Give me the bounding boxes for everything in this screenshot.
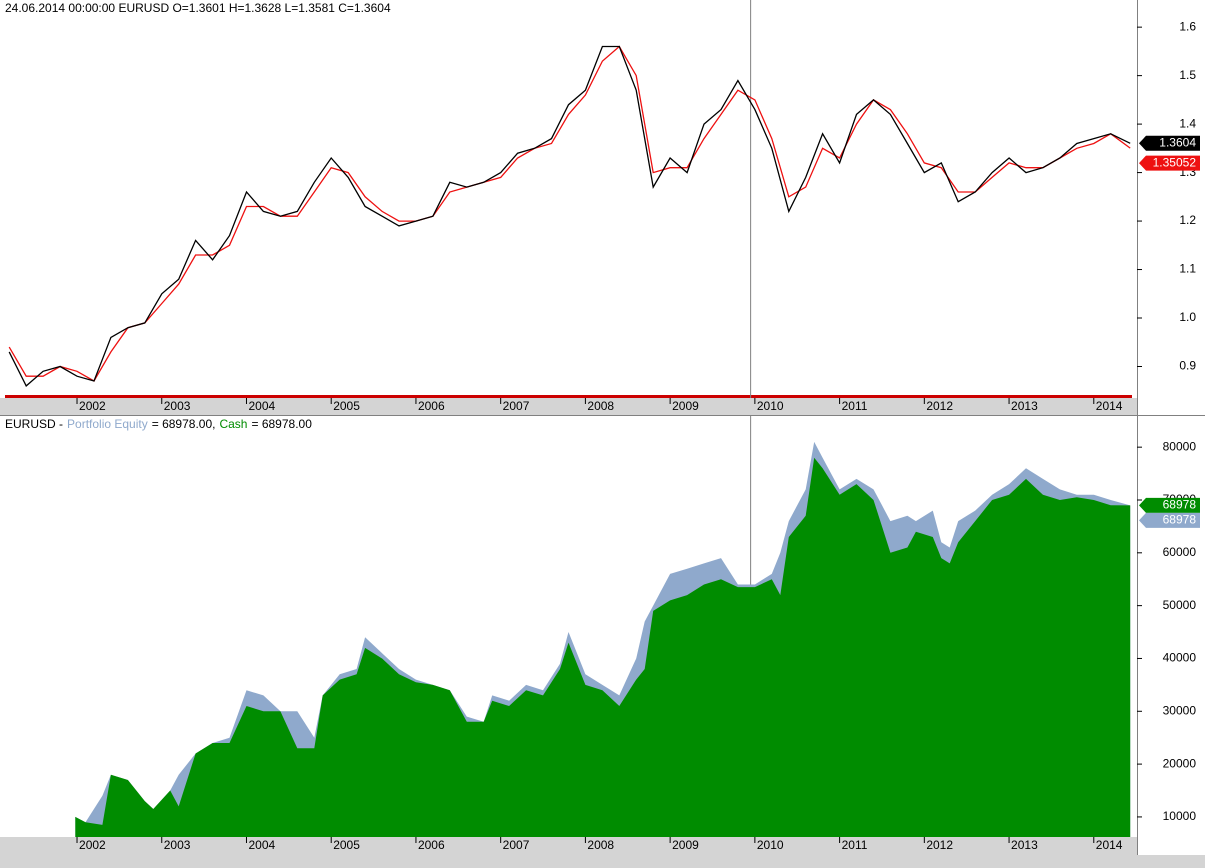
value-marker-label: 1.3604 bbox=[1159, 135, 1196, 149]
x-tick-label: 2010 bbox=[757, 838, 784, 852]
legend-value: = 68978.00, bbox=[152, 417, 216, 431]
value-marker bbox=[1139, 135, 1200, 151]
x-tick-label: 2010 bbox=[757, 399, 784, 413]
x-tick-label: 2005 bbox=[333, 399, 360, 413]
y-tick-label: 30000 bbox=[1163, 703, 1197, 717]
x-tick-label: 2003 bbox=[164, 399, 191, 413]
footer-band bbox=[0, 855, 1205, 868]
value-marker bbox=[1139, 155, 1200, 171]
value-marker-label: 68978 bbox=[1163, 498, 1197, 512]
value-marker-label: 1.35052 bbox=[1153, 155, 1197, 169]
x-tick-label: 2002 bbox=[79, 399, 106, 413]
y-tick-label: 0.9 bbox=[1179, 359, 1196, 373]
x-tick-label: 2007 bbox=[503, 399, 530, 413]
y-tick-label: 80000 bbox=[1163, 439, 1197, 453]
y-tick-label: 60000 bbox=[1163, 545, 1197, 559]
x-axis-band bbox=[0, 398, 1137, 415]
x-tick-label: 2012 bbox=[926, 838, 953, 852]
x-tick-label: 2003 bbox=[164, 838, 191, 852]
value-marker bbox=[1139, 497, 1200, 513]
equity-area bbox=[75, 457, 1131, 837]
y-tick-label: 1.1 bbox=[1179, 262, 1196, 276]
y-tick-label: 50000 bbox=[1163, 598, 1197, 612]
legend-name: Portfolio Equity bbox=[67, 417, 148, 431]
x-tick-label: 2013 bbox=[1011, 399, 1038, 413]
value-marker-label: 68978 bbox=[1163, 513, 1197, 527]
x-tick-label: 2012 bbox=[926, 399, 953, 413]
legend-value: = 68978.00 bbox=[251, 417, 312, 431]
pane-title: EURUSD - Portfolio Equity = 68978.00, Cash =… bbox=[5, 417, 312, 431]
x-tick-label: 2004 bbox=[248, 399, 275, 413]
pane-separator bbox=[5, 395, 1132, 398]
pane-title: 24.06.2014 00:00:00 EURUSD O=1.3601 H=1.… bbox=[5, 1, 391, 15]
y-tick-label: 1.6 bbox=[1179, 19, 1196, 33]
x-tick-label: 2009 bbox=[672, 838, 699, 852]
title-text: EURUSD - bbox=[5, 417, 63, 431]
x-tick-label: 2013 bbox=[1011, 838, 1038, 852]
price-line bbox=[8, 45, 1131, 382]
y-tick-label: 1.4 bbox=[1179, 116, 1196, 130]
x-tick-label: 2009 bbox=[672, 399, 699, 413]
title-text: 24.06.2014 00:00:00 EURUSD O=1.3601 H=1.… bbox=[5, 1, 391, 15]
legend-name: Cash bbox=[219, 417, 247, 431]
y-tick-label: 1.0 bbox=[1179, 310, 1196, 324]
x-tick-label: 2006 bbox=[418, 399, 445, 413]
x-tick-label: 2011 bbox=[842, 399, 868, 413]
x-tick-label: 2007 bbox=[503, 838, 530, 852]
x-tick-label: 2006 bbox=[418, 838, 445, 852]
x-tick-label: 2014 bbox=[1096, 838, 1123, 852]
y-tick-label: 10000 bbox=[1163, 809, 1197, 823]
x-tick-label: 2002 bbox=[79, 838, 106, 852]
y-tick-label: 40000 bbox=[1163, 651, 1197, 665]
value-marker bbox=[1139, 512, 1200, 528]
y-tick-label: 1.2 bbox=[1179, 213, 1196, 227]
y-tick-label: 1.5 bbox=[1179, 68, 1196, 82]
x-tick-label: 2011 bbox=[842, 838, 868, 852]
x-axis-band bbox=[0, 837, 1137, 855]
y-tick-label: 20000 bbox=[1163, 756, 1197, 770]
x-tick-label: 2008 bbox=[587, 399, 614, 413]
x-tick-label: 2008 bbox=[587, 838, 614, 852]
x-tick-label: 2014 bbox=[1096, 399, 1123, 413]
price-line bbox=[8, 45, 1131, 387]
x-tick-label: 2005 bbox=[333, 838, 360, 852]
x-tick-label: 2004 bbox=[248, 838, 275, 852]
